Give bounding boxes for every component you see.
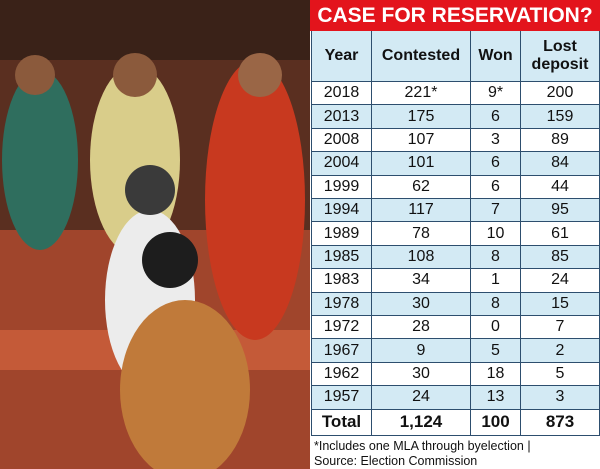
photo xyxy=(0,0,310,469)
total-cell: 873 xyxy=(521,409,600,436)
table-cell: 2013 xyxy=(311,105,372,129)
table-cell: 2004 xyxy=(311,152,372,176)
table-cell: 1985 xyxy=(311,245,372,270)
table-cell: 61 xyxy=(521,222,600,246)
table-cell: 107 xyxy=(372,128,471,153)
table-cell: 1999 xyxy=(311,175,372,199)
table-cell: 8 xyxy=(471,245,521,270)
table-cell: 15 xyxy=(521,292,600,316)
table-cell: 30 xyxy=(372,362,471,387)
table-cell: 3 xyxy=(471,128,521,153)
table-cell: 5 xyxy=(521,362,600,387)
table-cell: 95 xyxy=(521,199,600,223)
table-cell: 1967 xyxy=(311,339,372,363)
table-cell: 34 xyxy=(372,269,471,293)
table-cell: 89 xyxy=(521,128,600,153)
table-cell: 28 xyxy=(372,316,471,340)
table-cell: 85 xyxy=(521,245,600,270)
table-cell: 1994 xyxy=(311,199,372,223)
table-cell: 200 xyxy=(521,82,600,106)
table-cell: 2018 xyxy=(311,82,372,106)
table-cell: 3 xyxy=(521,386,600,410)
total-cell: 1,124 xyxy=(372,409,471,436)
table-cell: 2008 xyxy=(311,128,372,153)
column-header: Lost deposit xyxy=(521,31,600,82)
table-cell: 24 xyxy=(372,386,471,410)
table-cell: 108 xyxy=(372,245,471,270)
table-cell: 7 xyxy=(521,316,600,340)
table-cell: 9 xyxy=(372,339,471,363)
table-cell: 1962 xyxy=(311,362,372,387)
table-cell: 7 xyxy=(471,199,521,223)
table-cell: 6 xyxy=(471,105,521,129)
table-cell: 5 xyxy=(471,339,521,363)
table-cell: 24 xyxy=(521,269,600,293)
table-cell: 6 xyxy=(471,152,521,176)
table-cell: 13 xyxy=(471,386,521,410)
table-cell: 2 xyxy=(521,339,600,363)
column-header: Contested xyxy=(372,31,471,82)
table-cell: 0 xyxy=(471,316,521,340)
table-cell: 1978 xyxy=(311,292,372,316)
total-cell: Total xyxy=(311,409,372,436)
table-cell: 1 xyxy=(471,269,521,293)
table-cell: 44 xyxy=(521,175,600,199)
column-header: Won xyxy=(471,31,521,82)
table-cell: 1989 xyxy=(311,222,372,246)
table-cell: 9* xyxy=(471,82,521,106)
table-cell: 221* xyxy=(372,82,471,106)
table-cell: 175 xyxy=(372,105,471,129)
table-cell: 1983 xyxy=(311,269,372,293)
table-cell: 30 xyxy=(372,292,471,316)
table-cell: 1972 xyxy=(311,316,372,340)
footnote: *Includes one MLA through byelection | xyxy=(314,438,531,453)
table-cell: 78 xyxy=(372,222,471,246)
table-cell: 8 xyxy=(471,292,521,316)
table-cell: 84 xyxy=(521,152,600,176)
title: CASE FOR RESERVATION? xyxy=(310,0,600,31)
table-cell: 117 xyxy=(372,199,471,223)
table-cell: 1957 xyxy=(311,386,372,410)
table-cell: 10 xyxy=(471,222,521,246)
table-cell: 18 xyxy=(471,362,521,387)
table-cell: 101 xyxy=(372,152,471,176)
column-header: Year xyxy=(311,31,372,82)
total-cell: 100 xyxy=(471,409,521,436)
table-cell: 62 xyxy=(372,175,471,199)
footnote: Source: Election Commission xyxy=(314,453,478,468)
table-cell: 6 xyxy=(471,175,521,199)
table-cell: 159 xyxy=(521,105,600,129)
